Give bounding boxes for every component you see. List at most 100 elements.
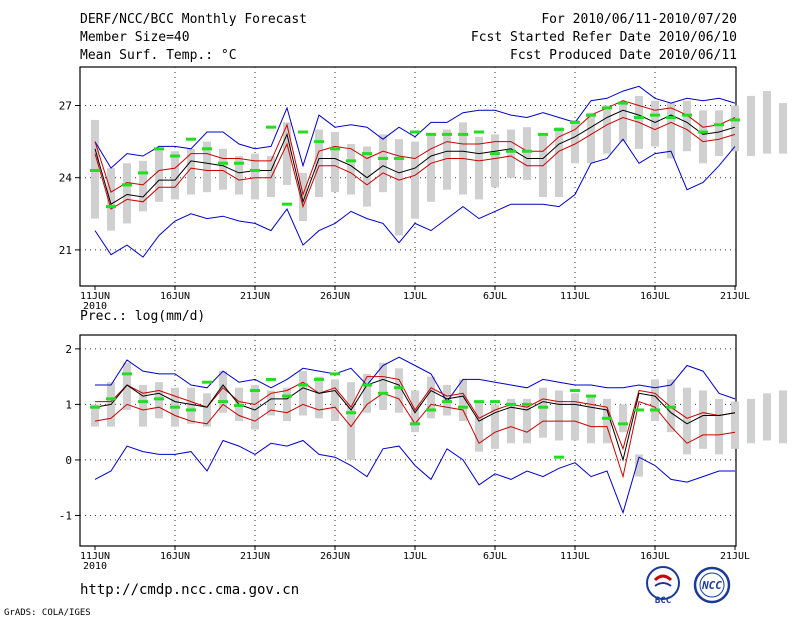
temperature-series-lower [94,116,736,210]
temperature-spread-bar [171,151,179,200]
forecast-started-date: Fcst Started Refer Date 2010/06/10 [470,30,737,45]
temperature-marker [442,132,452,136]
precipitation-marker [170,405,180,409]
precipitation-spread-bar [523,398,531,444]
precipitation-xtick-label: 1JUL [403,551,427,562]
precipitation-marker [314,377,324,381]
precipitation-marker [522,402,532,406]
temperature-spread-bar [491,134,499,188]
temperature-ytick-label: 27 [59,100,72,113]
temperature-marker [394,156,404,160]
precipitation-marker [186,408,196,412]
temperature-spread-bar [555,127,563,197]
temperature-marker [202,147,212,151]
precipitation-marker [122,372,132,376]
temperature-marker [602,106,612,110]
precipitation-spread-bar [779,390,787,444]
precipitation-marker [234,404,244,408]
temperature-series-min [94,138,736,258]
precipitation-series-min [94,439,735,515]
temperature-spread-bar [523,127,531,181]
temperature-marker [346,159,356,163]
precipitation-spread-bar [379,362,387,410]
temperature-spread-bar [411,141,419,219]
precipitation-marker [346,411,356,415]
precipitation-spread-bar [315,376,323,419]
temperature-marker [266,125,276,129]
precipitation-spread-bar [507,398,515,444]
precipitation-marker [506,402,516,406]
temperature-ytick-label: 21 [59,244,72,257]
precipitation-marker [458,405,468,409]
precipitation-xtick-label: 16JUL [640,551,670,562]
grads-credit: GrADS: COLA/IGES [4,608,91,618]
temperature-marker [522,149,532,153]
precipitation-ytick-label: 0 [65,454,72,467]
precipitation-series-upper [95,376,736,451]
temperature-spread-bar [603,105,611,154]
temperature-marker [426,132,436,136]
temperature-marker [218,161,228,165]
temperature-marker [138,171,148,175]
precipitation-xtick-label: 11JUL [560,551,590,562]
temperature-spread-bar [475,136,483,200]
temperature-spread-bar [507,129,515,178]
precipitation-spread-bar [395,368,403,413]
temperature-marker [458,132,468,136]
temperature-xtick-label: 6JUL [483,291,507,302]
bcc-logo-text: BCC [655,596,671,606]
temperature-marker [586,113,596,117]
temperature-spread-bar [619,103,627,142]
temperature-xtick-label: 26JUN [320,291,350,302]
temperature-marker [410,130,420,134]
precipitation-spread-bar [427,376,435,419]
temperature-spread-bar [427,134,435,202]
precipitation-spread-bar [347,382,355,460]
temperature-spread-bar [651,100,659,147]
precipitation-spread-bar [363,373,371,413]
temperature-spread-bar [715,110,723,157]
temperature-marker [730,118,740,122]
precipitation-spread-bar [571,393,579,441]
precipitation-marker [138,400,148,404]
precipitation-marker [554,455,564,459]
precipitation-marker [362,383,372,387]
precipitation-ytick-label: -1 [59,509,72,522]
temperature-spread-bar [267,156,275,197]
precipitation-marker [282,394,292,398]
temperature-marker [506,149,516,153]
temperature-marker [282,202,292,206]
variable-label: Mean Surf. Temp.: °C [80,48,237,63]
precipitation-spread-bar [699,390,707,449]
temperature-marker [186,137,196,141]
precipitation-xtick-label: 11JUN [80,551,110,562]
precipitation-spread-bar [267,390,275,416]
temperature-spread-bar [251,153,259,200]
temperature-spread-bar [699,110,707,164]
temperature-spread-bar [443,129,451,190]
temperature-marker [538,132,548,136]
chart-title: DERF/NCC/BCC Monthly Forecast [80,12,307,27]
temperature-spread-bar [571,119,579,164]
bcc-logo: BCC [640,566,686,606]
temperature-marker [490,152,500,156]
precipitation-xtick-label: 21JUN [240,551,270,562]
temperature-spread-bar [331,131,339,193]
temperature-marker [154,147,164,151]
temperature-xtick-label: 16JUN [160,291,190,302]
temperature-marker [650,113,660,117]
temperature-spread-bar [187,148,195,195]
precipitation-spread-bar [459,379,467,422]
precipitation-marker [490,400,500,404]
precipitation-marker [218,400,228,404]
precipitation-spread-bar [187,387,195,424]
precipitation-title: Prec.: log(mm/d) [80,309,206,324]
temperature-marker [554,128,564,132]
precipitation-marker [666,405,676,409]
website-url[interactable]: http://cmdp.ncc.cma.gov.cn [80,582,300,598]
precipitation-marker [570,389,580,393]
precipitation-frame [79,334,737,547]
precipitation-marker [410,422,420,426]
